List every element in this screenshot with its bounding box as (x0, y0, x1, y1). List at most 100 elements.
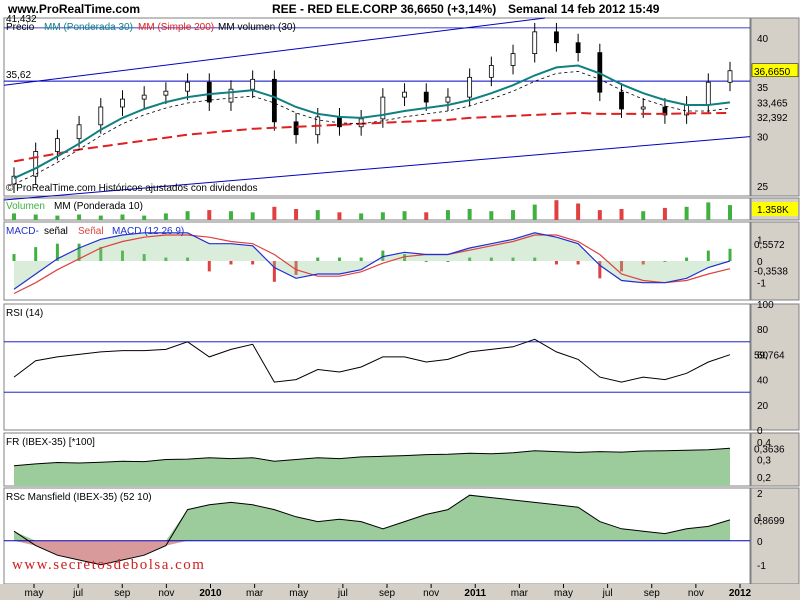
volume-tag (752, 202, 798, 216)
fr-area (14, 448, 730, 486)
legend-volume-ma10: MM (Ponderada 10) (54, 201, 143, 212)
price-tick: 35 (757, 83, 769, 94)
panel-volume (3, 197, 751, 221)
volume-bar (98, 215, 103, 220)
price-top-value: 41,432 (6, 14, 37, 25)
volume-bar (272, 206, 277, 220)
price-tick: 25 (757, 182, 769, 193)
volume-bar (728, 205, 732, 220)
x-tick-label: nov (158, 588, 174, 599)
macd-histogram-bar (728, 248, 732, 261)
last-price-value: 36,6650 (754, 67, 791, 78)
volume-bar (12, 213, 16, 220)
macd-histogram-bar (489, 257, 493, 261)
macd-histogram-bar (120, 250, 124, 261)
legend-price: Precio (6, 22, 35, 33)
candle-body (488, 65, 494, 78)
rsi-tick: 0 (757, 426, 763, 437)
macd-histogram-bar (77, 243, 81, 261)
candle-body (141, 94, 147, 100)
x-tick-label: 2012 (729, 588, 752, 599)
candle-body (554, 31, 559, 44)
volume-bar (619, 209, 624, 220)
legend-ema30: MM (Ponderada 30) (44, 22, 133, 33)
upper-trend-line (3, 17, 546, 86)
ema30-line (13, 64, 731, 180)
mansfield-tick: 2 (757, 489, 763, 500)
fr-line (13, 447, 731, 467)
chart-header: www.ProRealTime.com REE - RED ELE.CORP 3… (0, 0, 800, 18)
candle-body (11, 175, 17, 185)
x-tick-label: sep (644, 588, 661, 599)
candle-body (402, 91, 407, 98)
macd-histogram-bar (468, 257, 472, 261)
macd-histogram-bar (251, 261, 255, 265)
candle-body (662, 106, 668, 116)
watermark: www.secretosdebolsa.com (12, 557, 206, 573)
volume-bar (142, 215, 147, 220)
legend-macd-signal: señal (44, 226, 68, 237)
rsi-last: 59,764 (754, 351, 785, 362)
macd-histogram-bar (207, 261, 211, 272)
macd-histogram-bar (55, 243, 59, 261)
axis-macd (750, 221, 800, 301)
candle-body (575, 42, 581, 54)
volume-bar (706, 202, 711, 220)
macd-histogram-bar (381, 250, 385, 261)
macd-histogram-bar (316, 257, 320, 261)
rsi-tick: 20 (757, 401, 769, 412)
x-tick-label: sep (379, 588, 396, 599)
lower-trend-line (3, 136, 751, 201)
volume-bar (424, 212, 429, 220)
macd-histogram-bar (359, 257, 363, 261)
candle-body (423, 91, 429, 103)
volume-bar (489, 211, 494, 220)
x-tick-label: mar (511, 588, 529, 599)
volume-bar (532, 204, 537, 220)
sma-value: 32,392 (757, 113, 788, 124)
volume-bar (467, 209, 472, 220)
candle-body (163, 90, 169, 96)
axis-fr (750, 432, 800, 487)
candle-body (228, 88, 234, 103)
candle-body (54, 138, 60, 152)
candle-body (98, 106, 104, 126)
volume-bar (662, 207, 667, 220)
volume-bar (380, 212, 385, 220)
site-name[interactable]: www.ProRealTime.com (8, 2, 141, 16)
panel-rsi (3, 303, 751, 431)
rsi-tick: 100 (757, 300, 774, 311)
x-tick-label: jul (337, 588, 348, 599)
volume-bar (554, 200, 559, 220)
candle-body (705, 81, 711, 106)
axis-mansfield (750, 487, 800, 585)
macd-histogram-bar (446, 261, 450, 262)
volume-bar (511, 210, 516, 220)
macd-histogram-bar (294, 261, 298, 275)
x-tick-label: jul (602, 588, 613, 599)
candle-body (445, 96, 451, 103)
macd-tick: 1 (757, 235, 763, 246)
mansfield-tick: -1 (757, 561, 766, 572)
volume-bar (576, 203, 581, 220)
candle-body (532, 31, 538, 55)
volume-bar (684, 206, 689, 220)
axis-rsi (750, 303, 800, 431)
macd-histogram-bar (403, 254, 407, 261)
source-note: © ProRealTime.com Históricos ajustados c… (6, 183, 258, 194)
x-axis-strip (0, 584, 800, 600)
legend-macd-signal-line: Señal (78, 226, 104, 237)
quote-text: REE - RED ELE.CORP 36,6650 (+3,14%) (272, 2, 497, 16)
legend-sma200: MM (Simple 200) (138, 22, 214, 33)
macd-histogram-bar (641, 261, 645, 265)
candle-body (271, 78, 277, 123)
macd-histogram-bar (272, 261, 276, 282)
price-tick: 30 (757, 133, 769, 144)
volume-bar (315, 210, 320, 220)
candle-body (250, 78, 256, 90)
macd-histogram-bar (576, 261, 580, 265)
macd-histogram-bar (99, 247, 103, 261)
volume-bar (33, 214, 38, 220)
x-tick-label: mar (246, 588, 264, 599)
